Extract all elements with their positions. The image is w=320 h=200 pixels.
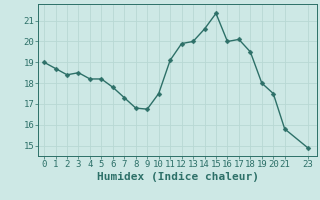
X-axis label: Humidex (Indice chaleur): Humidex (Indice chaleur) (97, 172, 259, 182)
